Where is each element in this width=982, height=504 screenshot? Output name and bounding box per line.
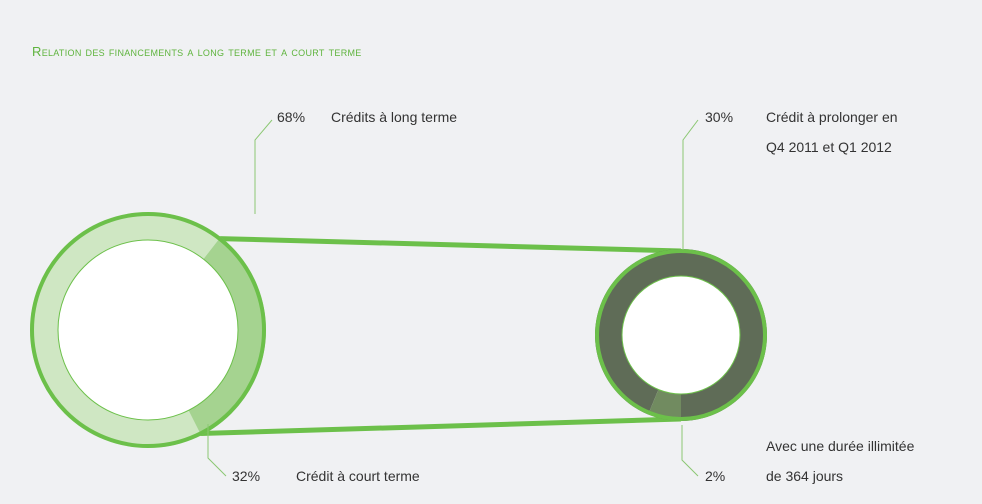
leader-line <box>207 424 227 477</box>
category-label: Crédit à court terme <box>296 468 420 484</box>
donut-hole <box>57 239 239 421</box>
donut-segment <box>648 389 681 421</box>
value-label: 30% <box>705 109 734 125</box>
category-label: Avec une durée illimitée de 364 jours <box>766 438 915 484</box>
donut-outline <box>30 212 266 448</box>
connector-line <box>200 416 682 437</box>
category-label: Crédit à prolonger en Q4 2011 et Q1 2012 <box>766 109 898 155</box>
value-label: 2% <box>705 468 726 484</box>
donut-hole <box>621 275 741 395</box>
connector-line <box>219 236 682 254</box>
donut-segment <box>30 211 221 448</box>
donut-segment <box>595 249 768 421</box>
donut-segment <box>188 237 267 436</box>
chart-title: Relation des financements a long terme e… <box>32 44 362 59</box>
value-label: 68% <box>277 109 306 125</box>
donut-outline <box>595 249 767 421</box>
leader-line <box>254 119 273 214</box>
leader-line <box>681 425 699 477</box>
leader-line <box>682 119 699 250</box>
leader-lines <box>207 119 699 477</box>
category-label: Crédits à long terme <box>331 109 458 125</box>
value-label: 32% <box>232 468 261 484</box>
